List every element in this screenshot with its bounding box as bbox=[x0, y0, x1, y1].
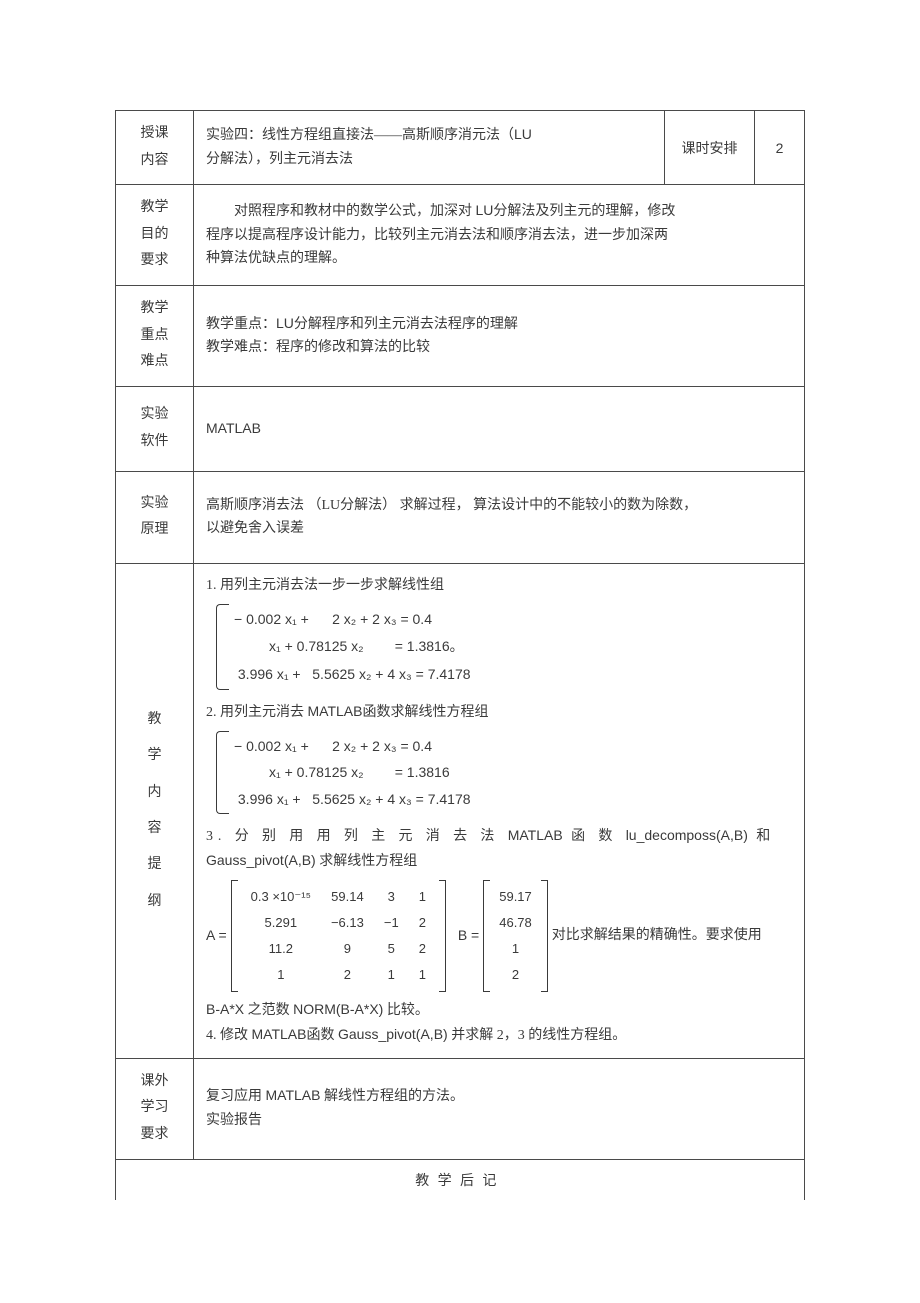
equation-system-2: − 0.002 x₁ + 2 x₂ + 2 x₃ = 0.4 x₁ + 0.78… bbox=[206, 727, 792, 819]
outline-p3-norm: B-A*X 之范数 NORM(B-A*X) 比较。 bbox=[206, 998, 792, 1023]
label-course-content: 授课 内容 bbox=[116, 111, 194, 185]
page: 授课 内容 实验四：线性方程组直接法——高斯顺序消元法（LU 分解法），列主元消… bbox=[0, 0, 920, 1200]
outline-p3-line2: Gauss_pivot(A,B) 求解线性方程组 bbox=[206, 849, 792, 874]
row-postscript: 教学后记 bbox=[116, 1159, 805, 1200]
principle-text: 高斯顺序消去法 （LU分解法） 求解过程， 算法设计中的不能较小的数为除数， 以… bbox=[194, 471, 805, 564]
outline-p1: 1. 用列主元消去法一步一步求解线性组 bbox=[206, 574, 792, 598]
row-software: 实验 软件 MATLAB bbox=[116, 386, 805, 471]
equation-system-1: − 0.002 x₁ + 2 x₂ + 2 x₃ = 0.4 x₁ + 0.78… bbox=[206, 600, 792, 694]
label-outline: 教 学 内 容 提 纲 bbox=[116, 564, 194, 1059]
hours-value: 2 bbox=[755, 111, 805, 185]
label-homework: 课外 学习 要求 bbox=[116, 1058, 194, 1159]
syllabus-table: 授课 内容 实验四：线性方程组直接法——高斯顺序消元法（LU 分解法），列主元消… bbox=[115, 110, 805, 1200]
objectives-text: 对照程序和教材中的数学公式，加深对 LU分解法及列主元的理解，修改 程序以提高程… bbox=[194, 185, 805, 286]
row-homework: 课外 学习 要求 复习应用 MATLAB 解线性方程组的方法。 实验报告 bbox=[116, 1058, 805, 1159]
outline-p3-line1: 3. 分 别 用 用 列 主 元 消 去 法 MATLAB 函 数 lu_dec… bbox=[206, 824, 792, 849]
matrix-a: 0.3 ×10⁻¹⁵59.14315.291−6.13−1211.2952121… bbox=[231, 880, 446, 992]
row-objectives: 教学 目的 要求 对照程序和教材中的数学公式，加深对 LU分解法及列主元的理解，… bbox=[116, 185, 805, 286]
outline-p4: 4. 修改 MATLAB函数 Gauss_pivot(A,B) 并求解 2，3 … bbox=[206, 1023, 792, 1048]
label-keypoints: 教学 重点 难点 bbox=[116, 285, 194, 386]
keypoints-text: 教学重点：LU分解程序和列主元消去法程序的理解 教学难点：程序的修改和算法的比较 bbox=[194, 285, 805, 386]
label-software: 实验 软件 bbox=[116, 386, 194, 471]
outline-text: 1. 用列主元消去法一步一步求解线性组 − 0.002 x₁ + 2 x₂ + … bbox=[194, 564, 805, 1059]
outline-p2: 2. 用列主元消去 MATLAB函数求解线性方程组 bbox=[206, 700, 792, 725]
postscript-label: 教学后记 bbox=[116, 1159, 805, 1200]
matrix-b: 59.1746.7812 bbox=[483, 880, 548, 992]
label-objectives: 教学 目的 要求 bbox=[116, 185, 194, 286]
hours-label: 课时安排 bbox=[665, 111, 755, 185]
matrix-expression: A = 0.3 ×10⁻¹⁵59.14315.291−6.13−1211.295… bbox=[206, 880, 792, 992]
homework-text: 复习应用 MATLAB 解线性方程组的方法。 实验报告 bbox=[194, 1058, 805, 1159]
row-course-content: 授课 内容 实验四：线性方程组直接法——高斯顺序消元法（LU 分解法），列主元消… bbox=[116, 111, 805, 185]
software-text: MATLAB bbox=[194, 386, 805, 471]
row-principle: 实验 原理 高斯顺序消去法 （LU分解法） 求解过程， 算法设计中的不能较小的数… bbox=[116, 471, 805, 564]
row-outline: 教 学 内 容 提 纲 1. 用列主元消去法一步一步求解线性组 − 0.002 … bbox=[116, 564, 805, 1059]
label-principle: 实验 原理 bbox=[116, 471, 194, 564]
course-content-text: 实验四：线性方程组直接法——高斯顺序消元法（LU 分解法），列主元消去法 bbox=[194, 111, 665, 185]
row-keypoints: 教学 重点 难点 教学重点：LU分解程序和列主元消去法程序的理解 教学难点：程序… bbox=[116, 285, 805, 386]
